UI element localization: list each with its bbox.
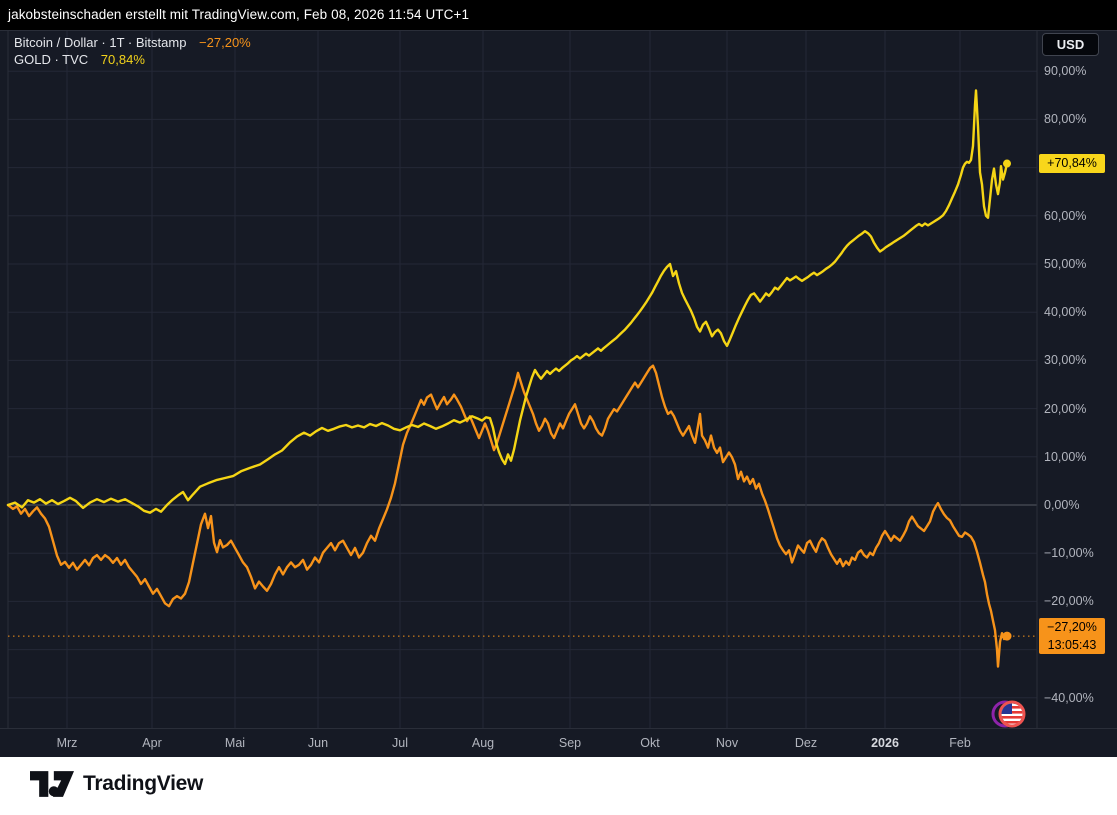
time-axis-label: Jun [307, 736, 329, 750]
time-axis-label: Dez [794, 736, 818, 750]
time-axis-label: Jul [392, 736, 408, 750]
gold-price-label: +70,84% [1039, 154, 1105, 174]
time-axis-label: Mai [224, 736, 246, 750]
price-axis-label: 40,00% [1044, 305, 1087, 320]
time-axis[interactable]: Mrz Apr Mai Jun Jul Aug Sep Okt Nov Dez 2026 Feb [0, 728, 1117, 758]
price-axis-label: 0,00% [1044, 498, 1080, 512]
bitcoin-last-price-dot [1002, 631, 1012, 641]
legend-symbol-bitcoin: Bitcoin / Dollar · 1T · Bitstamp [14, 35, 187, 50]
bitcoin-series-line [6, 364, 1009, 668]
time-axis-label: Aug [471, 736, 495, 750]
price-chart-canvas[interactable] [0, 30, 1117, 757]
footer: TradingView [0, 757, 1117, 815]
time-axis-label: Nov [715, 736, 739, 750]
legend-change-gold: 70,84% [100, 52, 145, 67]
price-axis-label: 80,00% [1044, 112, 1087, 127]
time-axis-label: Okt [640, 736, 660, 750]
time-axis-label: Mrz [56, 736, 78, 750]
price-axis-label: 20,00% [1044, 401, 1087, 416]
time-axis-label: 2026 [871, 736, 899, 750]
gold-last-price-dot [1003, 159, 1011, 168]
legend-row-bitcoin[interactable]: Bitcoin / Dollar · 1T · Bitstamp −27,20% [14, 34, 251, 51]
legend-change-bitcoin: −27,20% [199, 35, 251, 50]
time-axis-label: Apr [142, 736, 162, 750]
price-axis-label: −20,00% [1044, 594, 1094, 609]
tradingview-logo-text: TradingView [83, 772, 204, 795]
price-axis-label: 90,00% [1044, 64, 1087, 79]
time-axis-label: Sep [558, 736, 582, 750]
tradingview-logo-icon [30, 771, 74, 797]
us-flag-icon[interactable] [990, 698, 1030, 730]
attribution-bar: jakobsteinschaden erstellt mit TradingVi… [0, 0, 1117, 30]
chart-area[interactable]: Bitcoin / Dollar · 1T · Bitstamp −27,20%… [0, 30, 1117, 757]
bitcoin-price-label: −27,20% 13:05:43 [1039, 618, 1105, 655]
bitcoin-price-label-countdown: 13:05:43 [1047, 638, 1097, 653]
price-axis-label: 50,00% [1044, 257, 1087, 271]
attribution-text: jakobsteinschaden erstellt mit TradingVi… [8, 7, 470, 22]
gold-series-line [6, 89, 1009, 514]
bitcoin-price-label-value: −27,20% [1047, 620, 1097, 635]
tradingview-logo[interactable]: TradingView [30, 770, 203, 798]
time-axis-label: Feb [949, 736, 971, 750]
legend-row-gold[interactable]: GOLD · TVC 70,84% [14, 51, 251, 68]
price-axis-label: −40,00% [1044, 690, 1094, 705]
price-axis-label: 60,00% [1044, 208, 1087, 223]
price-axis[interactable]: 90,00% 80,00% 60,00% 50,00% 40,00% 30,00% 20,0… [0, 30, 1117, 728]
price-axis-label: 30,00% [1044, 353, 1087, 368]
price-axis-label: −10,00% [1044, 546, 1094, 561]
currency-usd-button[interactable]: USD [1042, 33, 1099, 56]
legend: Bitcoin / Dollar · 1T · Bitstamp −27,20%… [14, 34, 251, 68]
gold-price-label-text: +70,84% [1047, 156, 1097, 171]
price-axis-label: 10,00% [1044, 449, 1087, 464]
legend-symbol-gold: GOLD · TVC [14, 52, 89, 67]
